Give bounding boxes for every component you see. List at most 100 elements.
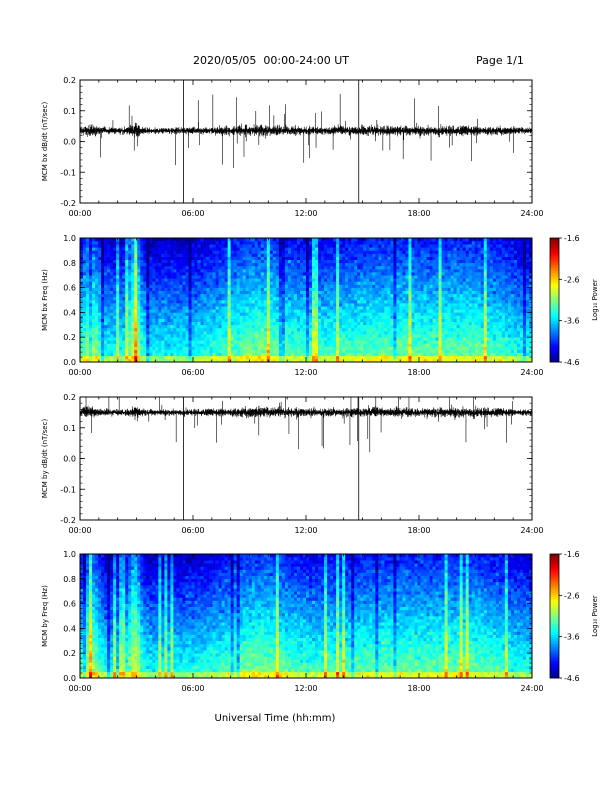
spectrogram-cell: [441, 247, 445, 251]
spectrogram-cell: [107, 337, 111, 341]
spectrogram-cell: [221, 352, 225, 357]
spectrogram-cell: [266, 247, 271, 251]
spectrogram-cell: [104, 334, 108, 338]
spectrogram-cell: [239, 265, 244, 270]
spectrogram-cell: [333, 290, 337, 295]
spectrogram-cell: [215, 244, 219, 248]
spectrogram-cell: [345, 256, 349, 260]
spectrogram-cell: [402, 262, 406, 267]
spectrogram-cell: [116, 256, 120, 260]
spectrogram-cell: [239, 300, 244, 304]
spectrogram-cell: [239, 306, 244, 310]
spectrogram-cell: [366, 238, 370, 242]
spectrogram-cell: [405, 318, 409, 322]
spectrogram-cell: [266, 334, 271, 338]
spectrogram-cell: [206, 281, 210, 285]
spectrogram-cell: [230, 334, 234, 338]
spectrogram-cell: [435, 241, 439, 245]
spectrogram-cell: [411, 306, 415, 310]
spectrogram-cell: [182, 306, 186, 310]
spectrogram-cell: [131, 290, 135, 295]
spectrogram-cell: [324, 331, 328, 335]
spectrogram-cell: [402, 303, 406, 307]
spectrogram-cell: [330, 278, 334, 282]
spectrogram-cell: [215, 324, 219, 329]
spectrogram-cell: [230, 253, 234, 257]
spectrogram-cell: [101, 349, 105, 353]
spectrogram-cell: [336, 238, 340, 242]
spectrogram-cell: [387, 253, 391, 257]
spectrogram-cell: [402, 275, 406, 279]
spectrogram-cell: [302, 321, 307, 326]
spectrogram-cell: [224, 321, 228, 326]
spectrogram-cell: [393, 324, 397, 329]
spectrogram-cell: [221, 349, 225, 353]
spectrogram-cell: [375, 275, 379, 279]
spectrogram-cell: [83, 247, 87, 251]
spectrogram-cell: [284, 293, 289, 298]
spectrogram-cell: [86, 269, 90, 273]
spectrogram-cell: [155, 315, 159, 319]
spectrogram-cell: [375, 358, 379, 363]
spectrogram-cell: [306, 287, 310, 291]
spectrogram-cell: [321, 275, 325, 279]
spectrogram-cell: [206, 265, 210, 270]
spectrogram-cell: [405, 275, 409, 279]
spectrogram-cell: [360, 256, 364, 260]
spectrogram-cell: [122, 290, 126, 295]
spectrogram-cell: [158, 262, 162, 267]
spectrogram-cell: [254, 303, 259, 307]
spectrogram-cell: [125, 290, 129, 295]
spectrogram-cell: [128, 269, 132, 273]
spectrogram-cell: [197, 324, 201, 329]
spectrogram-cell: [302, 256, 307, 260]
spectrogram-cell: [435, 358, 439, 363]
spectrogram-cell: [86, 253, 90, 257]
spectrogram-cell: [137, 290, 141, 295]
spectrogram-cell: [351, 315, 355, 319]
spectrogram-cell: [263, 293, 268, 298]
spectrogram-cell: [233, 334, 237, 338]
spectrogram-cell: [203, 293, 207, 298]
spectrogram-cell: [110, 358, 114, 363]
spectrogram-cell: [128, 355, 132, 360]
spectrogram-cell: [149, 296, 153, 301]
spectrogram-cell: [263, 262, 268, 267]
spectrogram-cell: [324, 309, 328, 313]
spectrogram-cell: [269, 247, 274, 251]
spectrogram-cell: [242, 340, 247, 344]
spectrogram-cell: [197, 238, 201, 242]
spectrogram-cell: [134, 300, 138, 304]
spectrogram-cell: [80, 352, 84, 357]
spectrogram-cell: [260, 303, 265, 307]
spectrogram-cell: [441, 303, 445, 307]
spectrogram-cell: [345, 300, 349, 304]
spectrogram-cell: [128, 334, 132, 338]
spectrogram-cell: [194, 247, 198, 251]
spectrogram-cell: [420, 346, 424, 350]
spectrogram-cell: [315, 303, 319, 307]
spectrogram-cell: [309, 337, 313, 341]
spectrogram-cell: [293, 318, 298, 322]
spectrogram-cell: [435, 324, 439, 329]
spectrogram-cell: [366, 287, 370, 291]
spectrogram-cell: [348, 262, 352, 267]
spectrogram-cell: [414, 318, 418, 322]
spectrogram-cell: [372, 343, 376, 347]
spectrogram-cell: [299, 256, 304, 260]
spectrogram-cell: [113, 306, 117, 310]
spectrogram-cell: [260, 352, 265, 357]
spectrogram-cell: [215, 327, 219, 332]
spectrogram-cell: [423, 352, 427, 357]
spectrogram-cell: [396, 309, 400, 313]
spectrogram-cell: [423, 259, 427, 264]
spectrogram-cell: [378, 238, 382, 242]
spectrogram-cell: [414, 312, 418, 316]
spectrogram-cell: [260, 340, 265, 344]
spectrogram-cell: [441, 355, 445, 360]
spectrogram-cell: [188, 306, 192, 310]
spectrogram-cell: [375, 247, 379, 251]
spectrogram-cell: [360, 315, 364, 319]
spectrogram-cell: [357, 238, 361, 242]
spectrogram-cell: [354, 250, 358, 254]
